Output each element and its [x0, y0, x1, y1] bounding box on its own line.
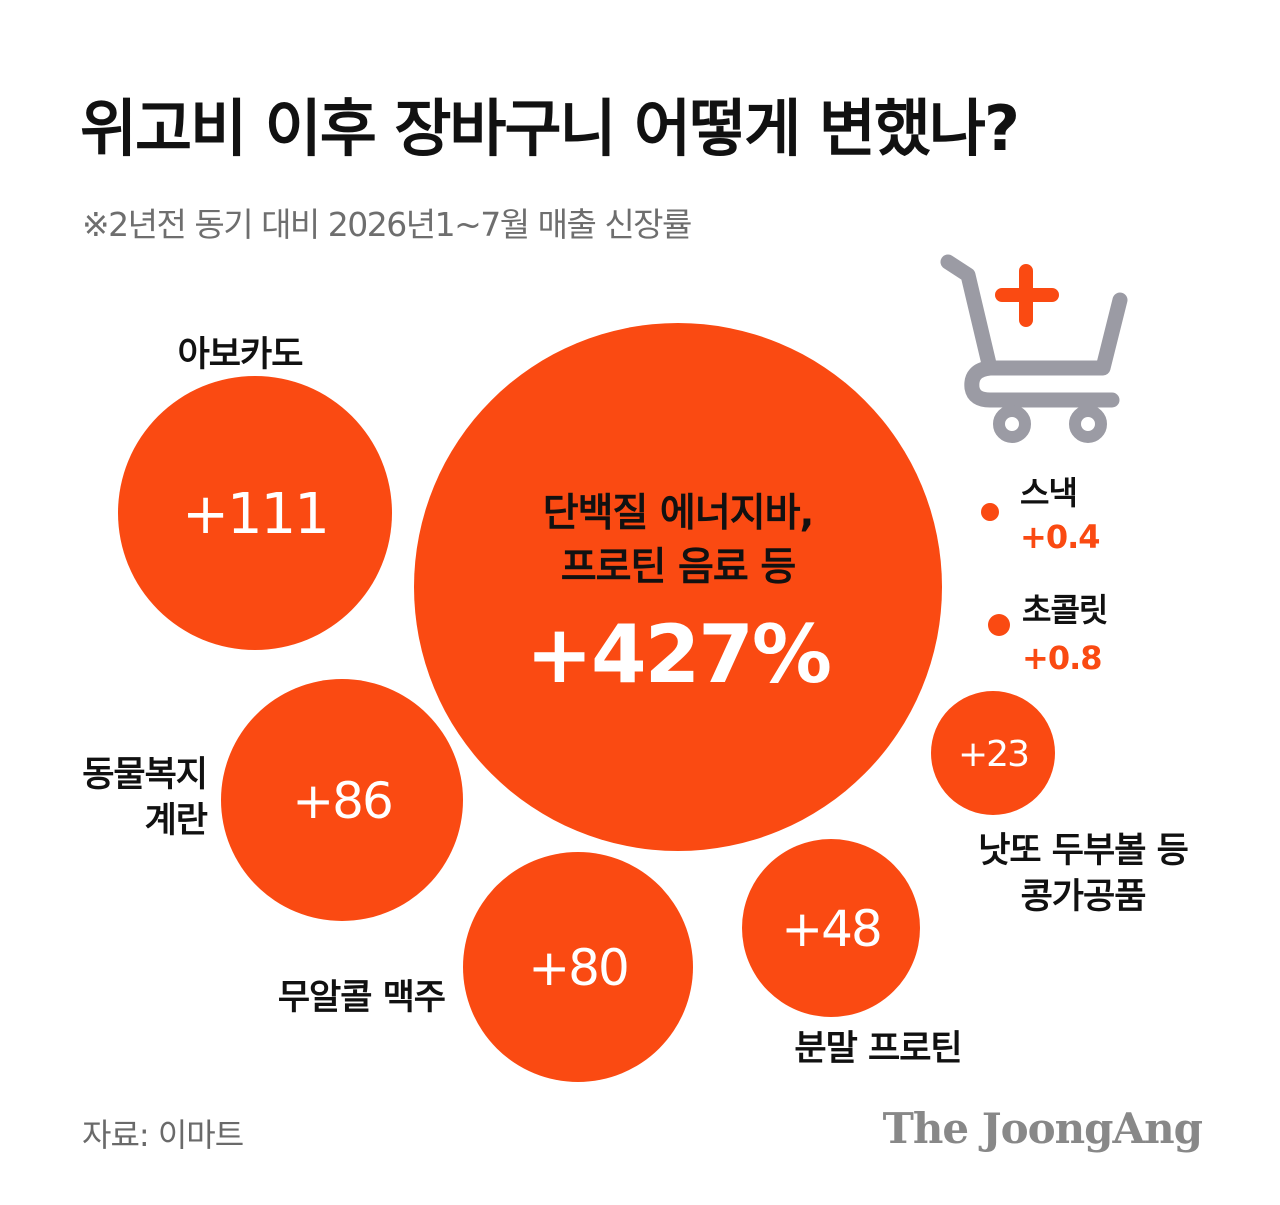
bubble-value-7: +0.8 — [1022, 639, 1102, 677]
cart-plus-sign — [995, 264, 1059, 327]
bubble-0 — [414, 323, 942, 851]
bubble-label-6: 스낵 — [1020, 474, 1077, 512]
shopping-cart-plus-icon — [940, 254, 1128, 443]
bubble-label-3: 무알콜 맥주 — [278, 978, 445, 1018]
bubble-value-5: +23 — [958, 734, 1028, 775]
bubble-label-1: 아보카도 — [178, 335, 304, 375]
bubble-1 — [118, 376, 392, 650]
bubble-label-7: 초콜릿 — [1022, 591, 1107, 629]
chart-subtitle: ※2년전 동기 대비 2026년1~7월 매출 신장률 — [82, 205, 692, 244]
bubble-label-5: 낫또 두부볼 등 — [978, 831, 1188, 871]
bubble-label-5: 콩가공품 — [1021, 877, 1146, 917]
bubble-value-1: +111 — [182, 482, 328, 547]
bubble-5 — [931, 691, 1055, 815]
cart-body — [940, 254, 1128, 376]
bubble-value-3: +80 — [528, 939, 628, 997]
bubble-label-4: 분말 프로틴 — [794, 1029, 961, 1069]
bubble-label-2: 계란 — [145, 801, 208, 841]
bubble-4 — [742, 839, 920, 1017]
cart-wheel-left — [993, 405, 1031, 443]
bubble-label-0: 단백질 에너지바, — [543, 491, 814, 536]
bubble-label-2: 동물복지 — [82, 755, 207, 795]
bubble-value-2: +86 — [292, 772, 392, 830]
bubble-3 — [463, 852, 693, 1082]
page-title: 위고비 이후 장바구니 어떻게 변했나? — [80, 92, 1020, 165]
bubble-value-4: +48 — [781, 900, 881, 958]
bubble-value-0: +427% — [526, 608, 830, 701]
bubble-2 — [221, 679, 463, 921]
bubble-7 — [988, 614, 1010, 636]
source-note: 자료: 이마트 — [82, 1116, 244, 1154]
bubble-6 — [981, 503, 999, 521]
brand-logo: The JoongAng — [882, 1104, 1203, 1153]
cart-wheel-right — [1069, 405, 1107, 443]
bubbles-layer — [118, 323, 1055, 1082]
bubble-value-6: +0.4 — [1020, 518, 1100, 556]
bubble-label-0: 프로틴 음료 등 — [561, 545, 796, 590]
cart-base — [964, 360, 1120, 408]
